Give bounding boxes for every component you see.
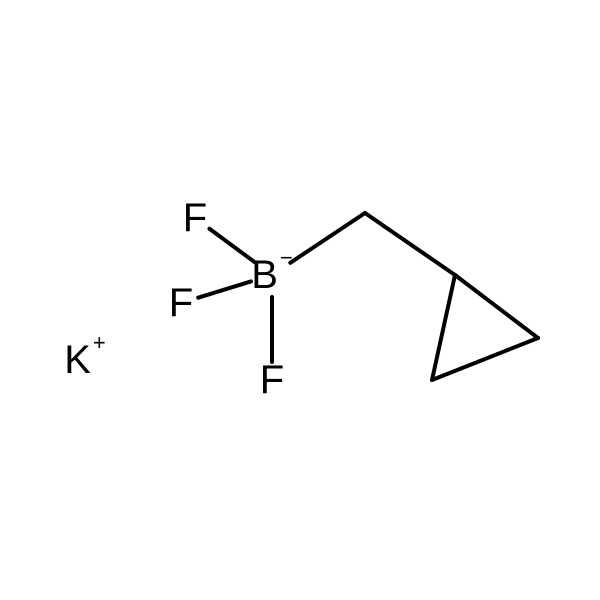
atom-charge: − bbox=[280, 245, 293, 270]
bond-C2-C3 bbox=[455, 275, 538, 338]
atom-F3: F bbox=[260, 358, 284, 402]
atom-labels: K+FFFB− bbox=[64, 196, 293, 402]
atom-symbol: F bbox=[183, 196, 207, 240]
atom-F2: F bbox=[169, 281, 193, 325]
bond-B-F1 bbox=[209, 229, 254, 262]
atom-symbol: F bbox=[260, 358, 284, 402]
atom-B: B− bbox=[251, 245, 293, 298]
bond-C3-C4 bbox=[432, 338, 538, 380]
bond-C1-C2 bbox=[365, 213, 455, 275]
atom-symbol: K bbox=[64, 338, 91, 382]
bonds bbox=[198, 213, 538, 380]
atom-symbol: F bbox=[169, 281, 193, 325]
bond-B-C1 bbox=[290, 213, 365, 263]
atom-F1: F bbox=[183, 196, 207, 240]
bond-C4-C2 bbox=[432, 275, 455, 380]
atom-K: K+ bbox=[64, 330, 106, 383]
atom-symbol: B bbox=[251, 253, 278, 297]
atom-charge: + bbox=[93, 330, 106, 355]
molecule-diagram: K+FFFB− bbox=[0, 0, 600, 600]
bond-B-F2 bbox=[198, 281, 251, 297]
